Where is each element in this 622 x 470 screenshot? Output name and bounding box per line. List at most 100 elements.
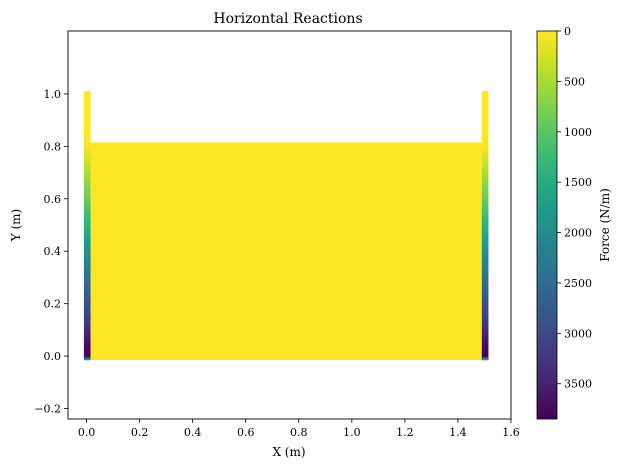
colorbar-tick-label: 2000 (564, 227, 592, 240)
wall-cell (83, 270, 91, 274)
wall-cell (83, 357, 91, 359)
wall-cell (83, 196, 91, 200)
wall-cell (83, 159, 91, 162)
wall-cell (83, 323, 91, 326)
wall-cell (481, 244, 489, 248)
wall-cell (481, 189, 489, 193)
wall-cell (481, 239, 489, 243)
wall-cell (481, 141, 489, 145)
wall-cell (83, 167, 91, 171)
wall-cell (83, 118, 91, 127)
wall-cell (83, 359, 91, 361)
wall-cell (83, 353, 91, 357)
wall-cell (481, 323, 489, 326)
colorbar-label: Force (N/m) (598, 188, 612, 262)
wall-cell (481, 111, 489, 120)
wall-cell (481, 237, 489, 241)
wall-cell (481, 336, 489, 339)
wall-cell (481, 264, 489, 267)
colorbar-tick-label: 1000 (564, 126, 592, 139)
wall-cell (481, 272, 489, 276)
wall-cell (481, 294, 489, 298)
wall-cell (481, 139, 489, 143)
wall-cell (481, 248, 489, 252)
colorbar-tick-label: 3000 (564, 327, 592, 340)
wall-cell (481, 181, 489, 184)
wall-cell (481, 185, 489, 189)
wall-cell (481, 288, 489, 291)
wall-cell (481, 320, 489, 324)
wall-cell (83, 191, 91, 195)
colorbar-axis: 0 500 1000 1500 2000 2500 3000 3500 (557, 25, 592, 391)
wall-cell (481, 148, 489, 152)
wall-cell (481, 316, 489, 320)
wall-cell (481, 358, 489, 360)
wall-cell (83, 281, 91, 285)
colorbar-tick-label: 1500 (564, 176, 592, 189)
wall-cell (481, 183, 489, 186)
wall-cell (481, 355, 489, 358)
wall-cell (481, 270, 489, 274)
wall-cell (83, 161, 91, 165)
wall-cell (481, 167, 489, 171)
colorbar (536, 30, 558, 420)
wall-cell (481, 257, 489, 261)
wall-cell (481, 250, 489, 254)
x-tick-label: 1.0 (343, 426, 361, 439)
wall-cell (481, 146, 489, 149)
wall-cell (83, 198, 91, 202)
wall-cell (83, 125, 91, 134)
wall-cell (83, 205, 91, 208)
colorbar-tick-label: 2500 (564, 277, 592, 290)
wall-cell (83, 351, 91, 355)
wall-cell (83, 132, 91, 136)
wall-cell (83, 356, 91, 358)
wall-cell (481, 137, 489, 141)
wall-cell (83, 357, 91, 360)
wall-cell (83, 170, 91, 173)
wall-cell (83, 272, 91, 276)
wall-cell (83, 349, 91, 353)
wall-cell (83, 259, 91, 263)
wall-cell (481, 347, 489, 350)
wall-cell (481, 132, 489, 136)
wall-cell (481, 277, 489, 280)
wall-cell (83, 264, 91, 267)
wall-cell (83, 97, 91, 106)
y-tick-label: 0.6 (44, 193, 62, 206)
wall-cell (83, 257, 91, 261)
wall-cell (481, 259, 489, 263)
wall-cell (83, 233, 91, 237)
wall-cell (481, 281, 489, 285)
wall-cell (83, 305, 91, 309)
wall-cell (83, 266, 91, 269)
wall-cell (83, 178, 91, 182)
wall-cell (83, 268, 91, 272)
wall-cell (481, 305, 489, 309)
wall-cell (83, 242, 91, 245)
wall-cell (481, 342, 489, 346)
wall-cell (83, 248, 91, 252)
wall-cell (481, 274, 489, 278)
x-tick-label: 0.0 (78, 426, 96, 439)
wall-cell (481, 285, 489, 289)
wall-cell (481, 329, 489, 333)
wall-cell (83, 277, 91, 280)
region-interior (90, 142, 482, 361)
wall-cell (481, 292, 489, 296)
wall-cell (83, 250, 91, 254)
wall-cell (481, 242, 489, 245)
x-tick-label: 1.6 (502, 426, 520, 439)
wall-cell (83, 340, 91, 344)
wall-cell (83, 172, 91, 176)
wall-cell (481, 327, 489, 331)
wall-cell (481, 333, 489, 337)
wall-cell (481, 222, 489, 226)
wall-cell (83, 246, 91, 250)
wall-cell (481, 357, 489, 360)
wall-cell (481, 154, 489, 158)
wall-cell (83, 296, 91, 300)
wall-cell (83, 211, 91, 215)
wall-cell (481, 359, 489, 361)
wall-cell (481, 159, 489, 162)
